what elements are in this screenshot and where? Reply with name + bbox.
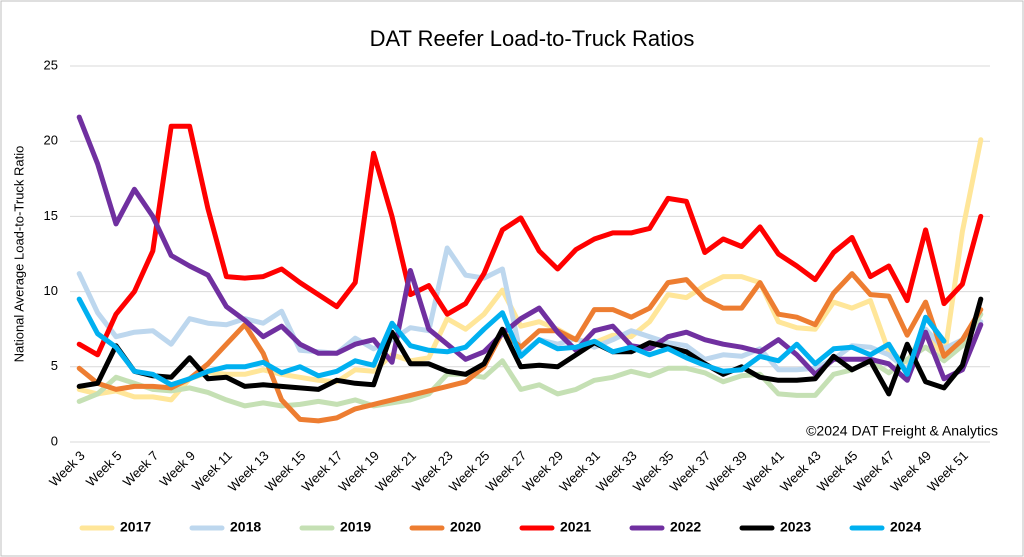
series-line <box>76 296 947 388</box>
y-tick-label: 5 <box>51 358 58 373</box>
series-line <box>76 123 984 358</box>
series-line <box>76 296 984 397</box>
legend-label: 2017 <box>120 519 151 535</box>
legend-label: 2019 <box>340 519 371 535</box>
legend-label: 2024 <box>890 519 921 535</box>
series-line <box>76 311 984 409</box>
legend-label: 2018 <box>230 519 261 535</box>
annotation: ©2024 DAT Freight & Analytics <box>806 423 998 439</box>
legend-label: 2022 <box>670 519 701 535</box>
legend-label: 2023 <box>780 519 811 535</box>
y-tick-label: 0 <box>51 433 58 448</box>
series-line <box>76 271 984 424</box>
y-axis-label: National Average Load-to-Truck Ratio <box>11 146 26 363</box>
y-tick-label: 10 <box>44 283 58 298</box>
legend-label: 2020 <box>450 519 481 535</box>
series-line <box>76 137 984 403</box>
legend-label: 2021 <box>560 519 591 535</box>
y-tick-label: 20 <box>44 133 58 148</box>
y-tick-label: 15 <box>44 208 58 223</box>
chart-title: DAT Reefer Load-to-Truck Ratios <box>370 26 695 51</box>
y-tick-label: 25 <box>44 57 58 72</box>
